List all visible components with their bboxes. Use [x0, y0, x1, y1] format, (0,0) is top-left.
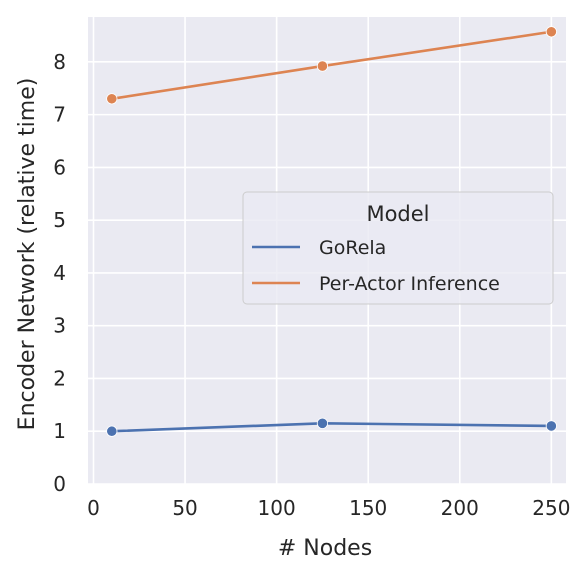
- series-points: [106, 26, 557, 437]
- y-tick-label: 8: [53, 50, 66, 74]
- data-point: [316, 417, 329, 429]
- data-point: [545, 420, 557, 432]
- x-tick-label: 0: [87, 496, 100, 520]
- x-tick-labels: 0 50 100 150 200 250: [87, 496, 570, 520]
- x-tick-label: 50: [172, 496, 197, 520]
- y-tick-label: 7: [53, 103, 66, 127]
- y-tick-label: 1: [53, 419, 66, 443]
- data-point: [545, 26, 557, 38]
- data-point: [106, 425, 118, 437]
- y-tick-labels: 0 1 2 3 4 5 6 7 8: [53, 50, 66, 496]
- y-axis-label: Encoder Network (relative time): [15, 78, 40, 431]
- y-tick-label: 0: [53, 472, 66, 496]
- data-point: [106, 93, 118, 105]
- y-tick-label: 2: [53, 366, 66, 390]
- legend-title: Model: [366, 202, 429, 226]
- x-tick-label: 150: [349, 496, 387, 520]
- legend: Model GoRela Per-Actor Inference: [242, 191, 554, 305]
- data-point: [316, 60, 329, 72]
- x-tick-label: 250: [532, 496, 570, 520]
- y-tick-label: 4: [53, 261, 66, 285]
- legend-label: GoRela: [319, 237, 386, 259]
- x-tick-label: 200: [441, 496, 479, 520]
- legend-label: Per-Actor Inference: [319, 273, 500, 295]
- legend-items: GoRela Per-Actor Inference: [252, 237, 500, 295]
- legend-box: [242, 191, 554, 305]
- y-tick-label: 5: [53, 208, 66, 232]
- x-axis-label: # Nodes: [278, 536, 372, 561]
- x-tick-label: 100: [258, 496, 296, 520]
- y-tick-label: 6: [53, 155, 66, 179]
- y-tick-label: 3: [53, 314, 66, 338]
